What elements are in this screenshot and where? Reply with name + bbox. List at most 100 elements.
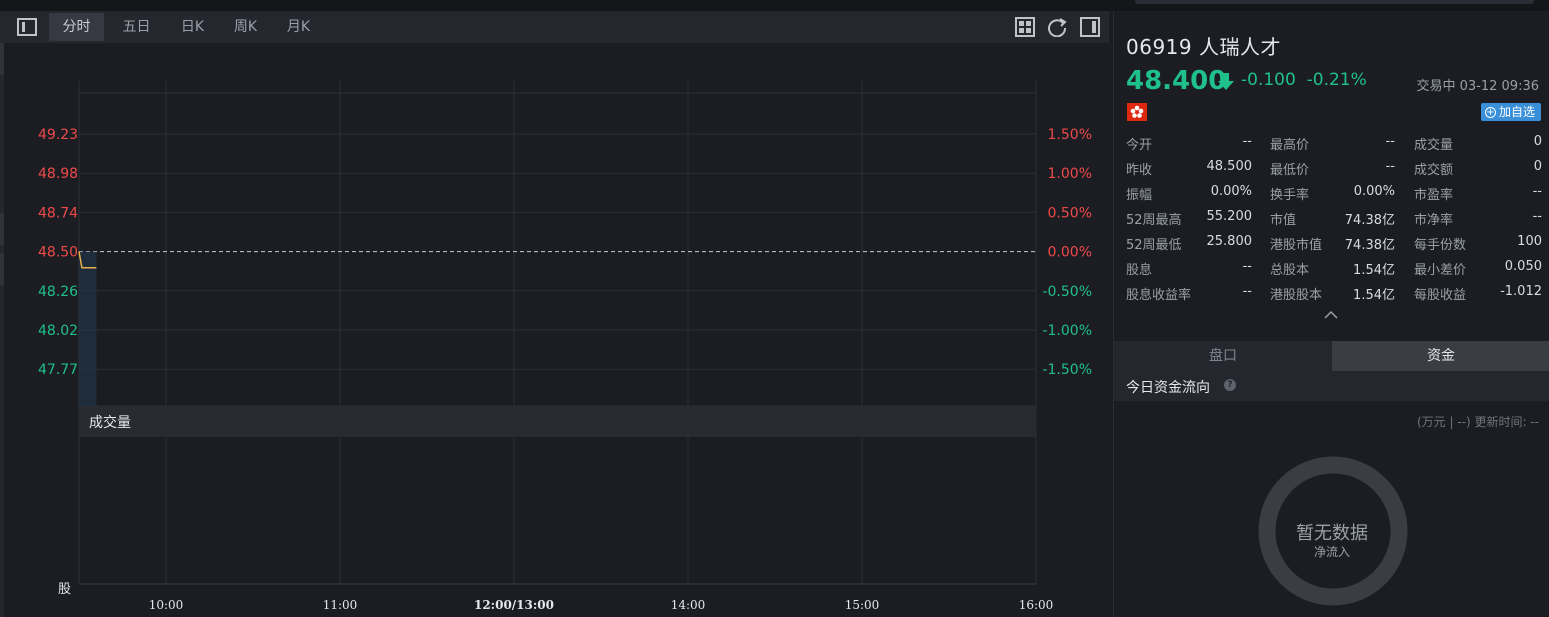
change-value: -0.100 [1241, 70, 1296, 90]
tab-capital-flow[interactable]: 资金 [1332, 341, 1549, 371]
tab-intraday[interactable]: 分时 [49, 13, 104, 41]
stat-label: 市净率 [1414, 213, 1454, 228]
top-strip [0, 0, 1549, 11]
stat-value: 74.38亿 [1344, 238, 1395, 253]
time-tick-label: 15:00 [845, 598, 880, 612]
stat-label: 最低价 [1270, 163, 1310, 178]
panel-toggle-icon[interactable] [1080, 17, 1100, 37]
tab-five-day[interactable]: 五日 [122, 19, 151, 35]
price-tick-label: 48.74 [38, 205, 78, 221]
stat-value: -- [1532, 209, 1542, 224]
stat-label: 港股股本 [1270, 288, 1323, 303]
stat-label: 股息 [1126, 263, 1153, 278]
stat-value: 1.54亿 [1353, 288, 1395, 303]
capital-unit-note: (万元 | --) 更新时间: -- [1416, 415, 1539, 429]
no-data-text: 暂无数据 [1296, 523, 1368, 544]
stat-label: 昨收 [1126, 163, 1153, 178]
stock-title: 06919 人瑞人才 [1126, 31, 1281, 60]
stat-row: 52周最低 25.800 港股市值 74.38亿 每手份数 100 [1126, 231, 1542, 256]
price-tick-label: 49.23 [38, 127, 78, 143]
time-tick-label: 11:00 [323, 598, 358, 612]
stat-value: 25.800 [1206, 234, 1253, 249]
time-tick-label: 10:00 [149, 598, 184, 612]
stat-label: 换手率 [1270, 188, 1310, 203]
help-icon[interactable]: ? [1224, 379, 1236, 391]
refresh-icon[interactable] [1047, 17, 1067, 37]
plot-area [79, 81, 1036, 616]
change-percent: -0.21% [1306, 70, 1367, 90]
add-watchlist-label: 加自选 [1498, 105, 1535, 119]
hk-flag-icon [1127, 103, 1147, 121]
stat-label: 总股本 [1270, 263, 1310, 278]
info-subtabs: 盘口 资金 [1114, 341, 1549, 371]
stat-label: 股息收益率 [1126, 288, 1192, 303]
add-watchlist-button[interactable]: + 加自选 [1480, 103, 1541, 121]
price-tick-label: 48.98 [38, 166, 78, 182]
stat-row: 昨收 48.500 最低价 -- 成交额 0 [1126, 156, 1542, 181]
stat-label: 最高价 [1270, 138, 1310, 153]
stat-row: 股息收益率 -- 港股股本 1.54亿 每股收益 -1.012 [1126, 281, 1542, 306]
time-tick-label: 12:00/13:00 [474, 598, 554, 612]
layout-grid-icon[interactable] [1015, 17, 1035, 37]
stat-value: -- [1385, 134, 1395, 149]
stat-value: -- [1532, 184, 1542, 199]
stock-name: 人瑞人才 [1198, 35, 1281, 59]
stat-value: -1.012 [1500, 284, 1542, 299]
stat-value: -- [1242, 134, 1252, 149]
stat-value: 100 [1517, 234, 1542, 249]
stats-grid: 今开 -- 最高价 -- 成交量 0 昨收 48.500 最低价 -- 成交额 0 振幅 0.00% 换手率… [1126, 131, 1542, 306]
top-search-bar[interactable] [1135, 0, 1534, 4]
intraday-chart[interactable]: 成交量 股 49.23 48.98 48.74 48.50 48.26 48.02 47.7… [0, 43, 1109, 617]
down-arrow-icon [1218, 73, 1234, 90]
chart-panel: 分时 五日 日K 周K 月K 成交量 股 49.23 48.98 48.74 48.5… [0, 11, 1109, 617]
tab-weekly-k[interactable]: 周K [233, 19, 258, 35]
percent-tick-label: 1.50% [1048, 127, 1092, 143]
tab-daily-k[interactable]: 日K [180, 19, 205, 35]
stat-label: 港股市值 [1270, 238, 1323, 253]
stat-value: 0.00% [1353, 184, 1395, 199]
chevron-up-icon[interactable] [1324, 308, 1338, 320]
percent-tick-label: 0.00% [1048, 245, 1092, 261]
price-area-fill [79, 251, 97, 406]
time-tick-label: 16:00 [1019, 598, 1054, 612]
price-line [78, 251, 97, 269]
capital-flow-title: 今日资金流向 [1126, 380, 1210, 396]
sidebar-toggle-icon[interactable] [17, 18, 37, 36]
price-tick-label: 48.02 [38, 323, 78, 339]
capital-flow-header: 今日资金流向 ? [1114, 371, 1549, 401]
stat-value: -- [1242, 284, 1252, 299]
plus-circle-icon: + [1484, 106, 1496, 118]
percent-tick-label: -1.50% [1042, 362, 1092, 378]
price-tick-label: 48.50 [38, 245, 78, 261]
stat-label: 今开 [1126, 138, 1153, 153]
stat-row: 振幅 0.00% 换手率 0.00% 市盈率 -- [1126, 181, 1542, 206]
stat-value: 74.38亿 [1344, 213, 1395, 228]
time-tick-label: 14:00 [671, 598, 706, 612]
stat-label: 市盈率 [1414, 188, 1454, 203]
tab-order-book[interactable]: 盘口 [1114, 341, 1332, 371]
last-price: 48.400 [1126, 66, 1227, 96]
stat-value: 0 [1533, 159, 1542, 174]
volume-label: 成交量 [89, 414, 131, 431]
stat-label: 每股收益 [1414, 288, 1467, 303]
stat-row: 股息 -- 总股本 1.54亿 最小差价 0.050 [1126, 256, 1542, 281]
stat-label: 成交量 [1414, 138, 1454, 153]
price-tick-label: 48.26 [38, 284, 78, 300]
stat-value: 1.54亿 [1353, 263, 1395, 278]
percent-tick-label: -0.50% [1042, 284, 1092, 300]
net-inflow-label: 净流入 [1313, 545, 1350, 559]
stat-label: 振幅 [1126, 188, 1153, 203]
capital-flow-donut [1258, 456, 1408, 606]
price-change: -0.100 -0.21% [1241, 70, 1367, 90]
left-rail-segment [0, 43, 4, 75]
trade-status: 交易中 03-12 09:36 [1416, 79, 1539, 94]
stat-label: 市值 [1270, 213, 1297, 228]
tab-monthly-k[interactable]: 月K [286, 19, 311, 35]
stat-value: -- [1385, 159, 1395, 174]
price-tick-label: 47.77 [38, 362, 78, 378]
stat-label: 52周最高 [1126, 213, 1182, 228]
stat-label: 成交额 [1414, 163, 1454, 178]
volume-unit-label: 股 [58, 582, 71, 597]
stat-value: 0.00% [1210, 184, 1252, 199]
percent-tick-label: 0.50% [1048, 205, 1092, 221]
